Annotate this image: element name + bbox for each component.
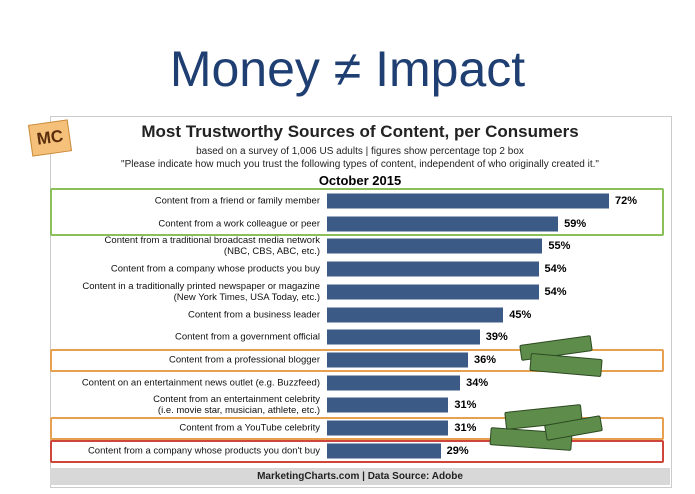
bar (327, 284, 539, 300)
slide-title: Money ≠ Impact (169, 41, 526, 97)
bar (327, 216, 559, 232)
chart-panel (50, 116, 672, 488)
value-label: 29% (446, 444, 469, 457)
highlight-box (50, 349, 664, 372)
highlight-box (50, 188, 664, 236)
category-label: Content from a work colleague or peer (158, 218, 320, 230)
category-label: Content from a YouTube celebrity (179, 422, 320, 434)
bar (327, 420, 449, 436)
value-label: 45% (509, 308, 532, 321)
bar (327, 261, 539, 277)
chart-question: "Please indicate how much you trust the … (121, 159, 599, 170)
chart-subtitle: based on a survey of 1,006 US adults | f… (196, 146, 524, 157)
value-label: 54% (544, 263, 567, 276)
category-label: Content from an entertainment celebrity … (153, 394, 320, 417)
chart-period: October 2015 (318, 173, 402, 188)
bar (327, 238, 543, 254)
category-label: Content from a government official (174, 331, 320, 343)
category-label: Content from a professional blogger (168, 354, 320, 366)
chart-title: Most Trustworthy Sources of Content, per… (141, 122, 579, 141)
value-label: 59% (564, 217, 587, 230)
bar (327, 329, 480, 345)
value-label: 55% (548, 240, 571, 253)
highlight-box (50, 417, 664, 440)
category-label: Content in a traditionally printed newsp… (82, 280, 320, 303)
source: MarketingCharts.com | Data Source: Adobe (50, 468, 670, 485)
value-label: 54% (544, 285, 567, 298)
value-label: 34% (466, 376, 489, 389)
category-label: Content from a traditional broadcast med… (104, 235, 320, 258)
bar (327, 397, 449, 413)
bar (327, 352, 468, 368)
category-label: Content from a business leader (187, 309, 320, 320)
category-label: Content on an entertainment news outlet … (81, 377, 320, 389)
category-label: Content from a friend or family member (154, 195, 320, 207)
bar (327, 443, 441, 459)
bar (327, 375, 461, 391)
highlight-box (50, 440, 664, 463)
bar (327, 307, 504, 322)
value-label: 36% (474, 353, 497, 366)
value-label: 31% (454, 399, 477, 412)
value-label: 72% (615, 195, 638, 207)
bar (327, 193, 609, 209)
category-label: Content from a company whose products yo… (110, 263, 320, 275)
category-label: Content from a company whose products yo… (87, 445, 320, 457)
value-label: 39% (485, 331, 508, 344)
value-label: 31% (454, 422, 477, 434)
